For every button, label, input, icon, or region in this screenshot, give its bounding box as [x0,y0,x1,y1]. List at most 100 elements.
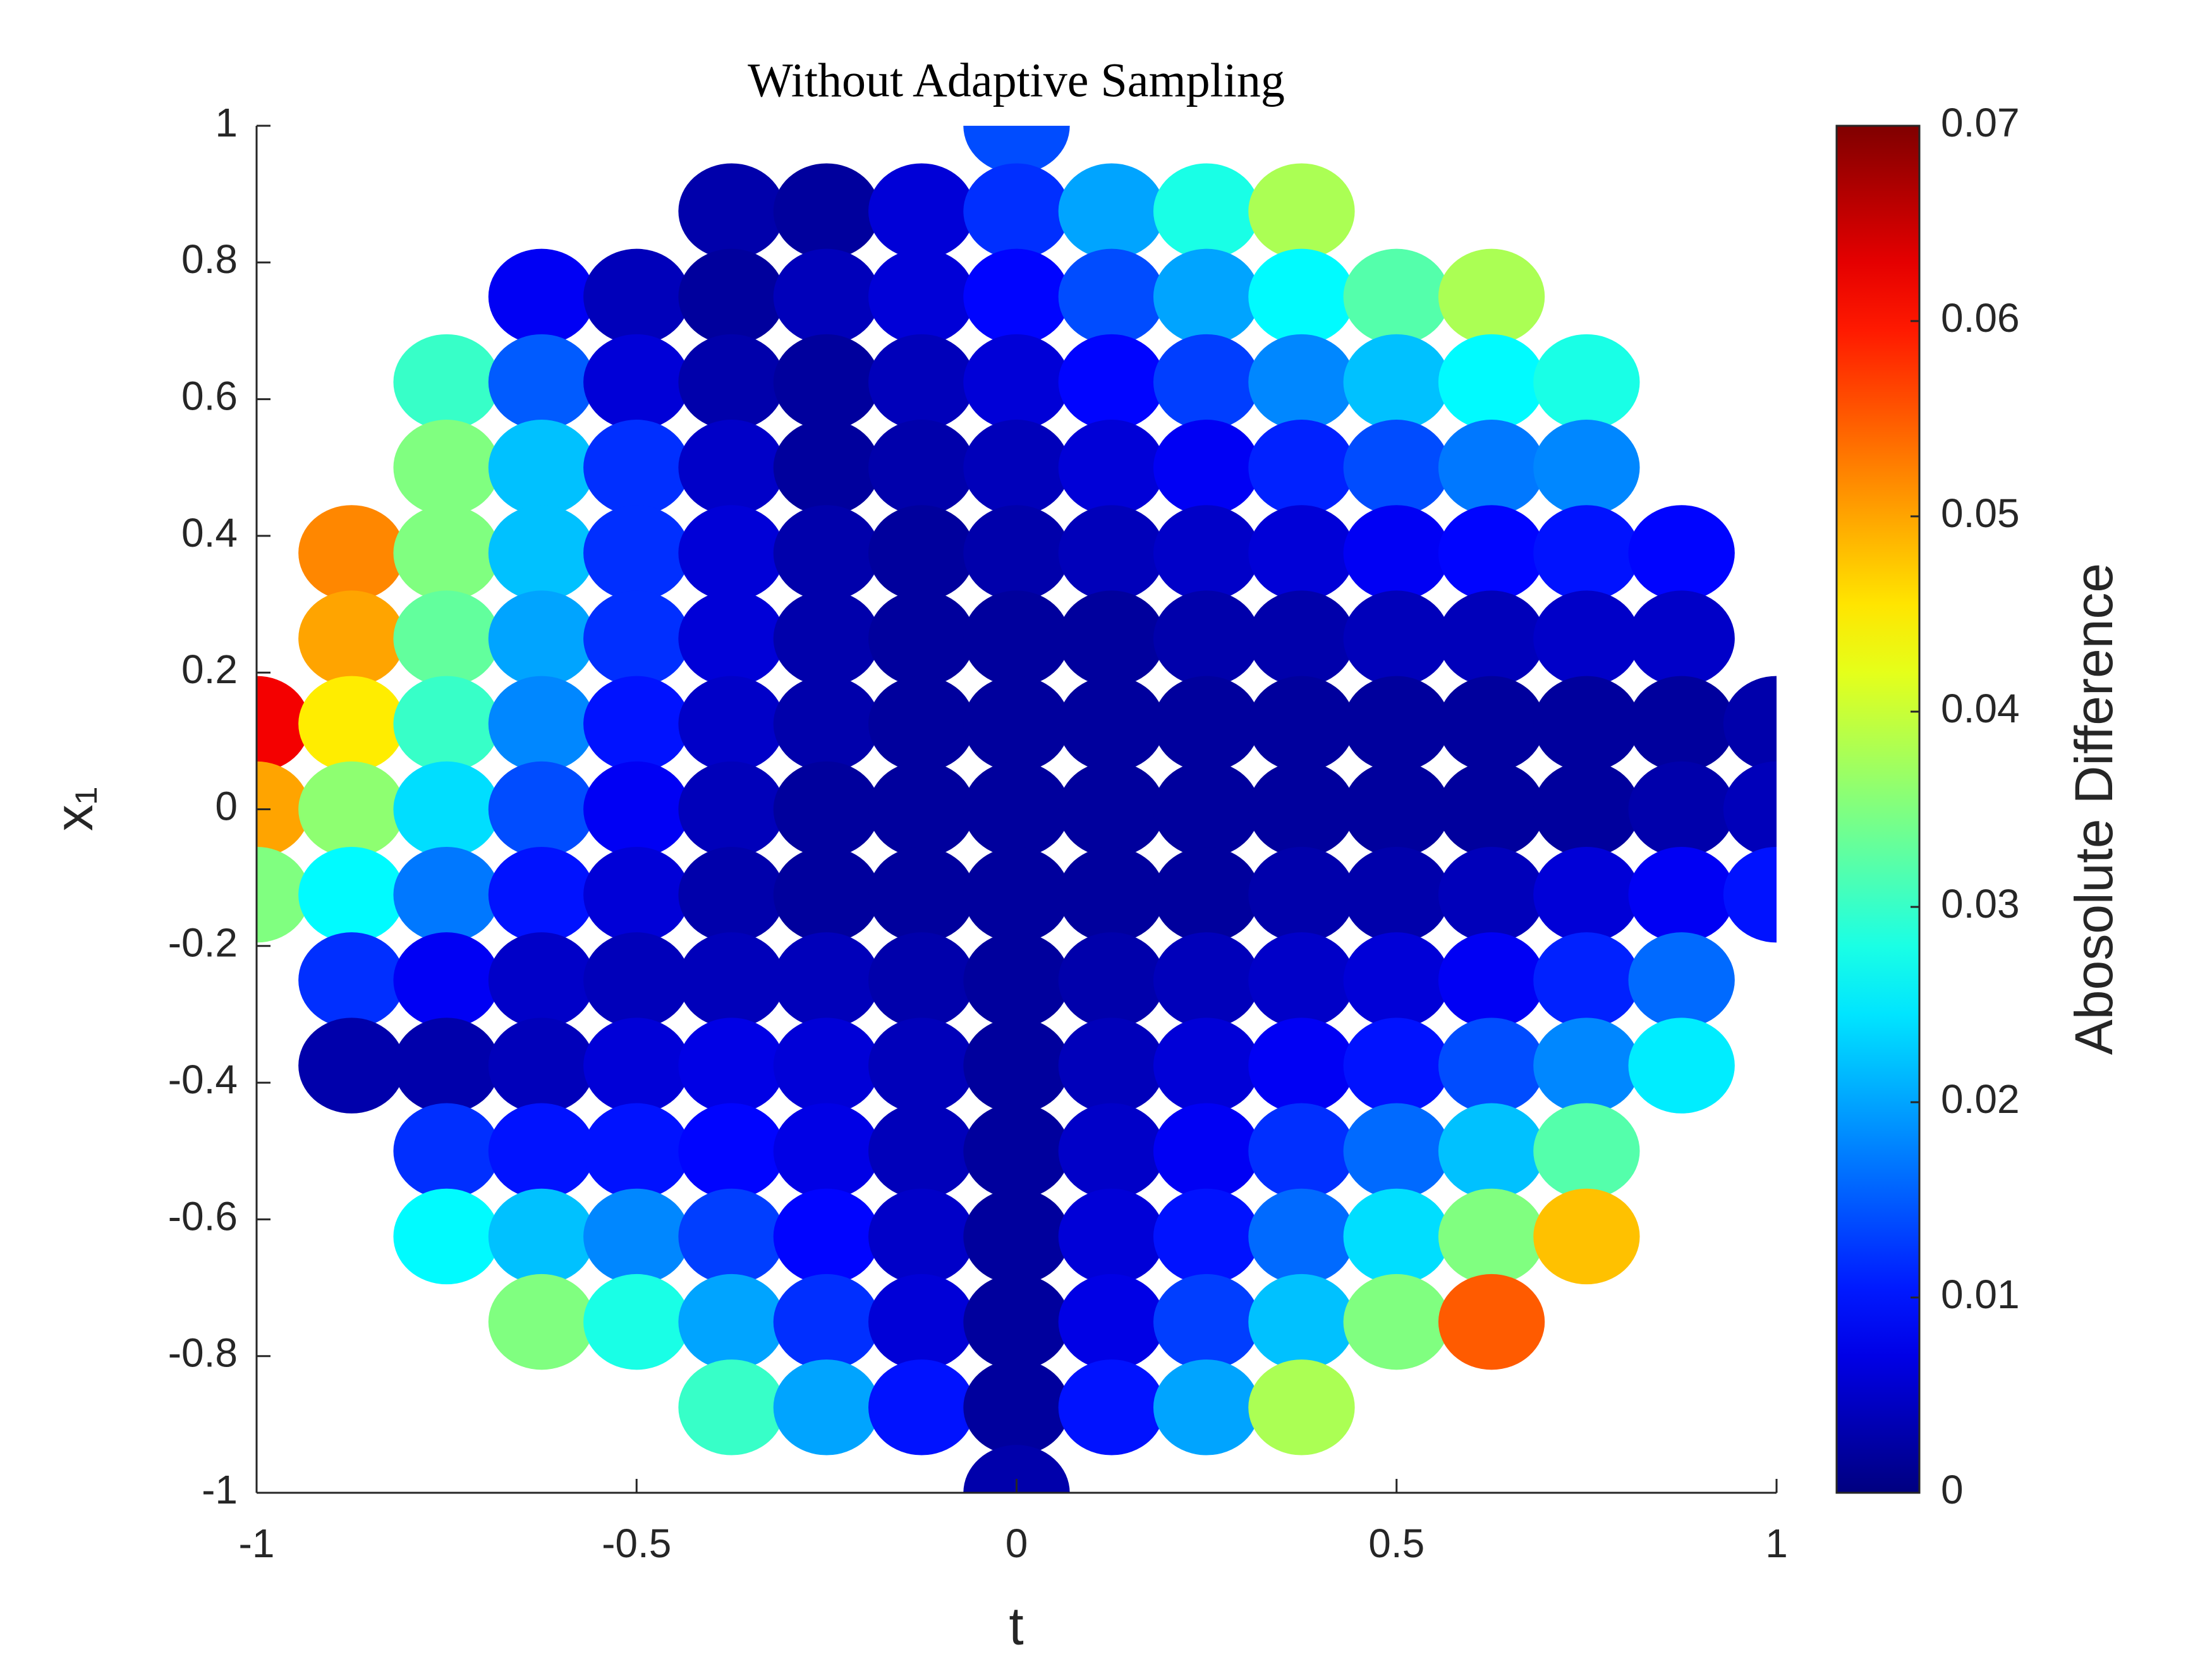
data-point [963,1445,1070,1493]
data-point [1153,676,1260,772]
data-point [1058,420,1165,516]
data-point [773,1188,880,1285]
data-point [963,1273,1070,1370]
colorbar-tick-label: 0 [1941,1467,1964,1512]
data-point [1438,1273,1545,1370]
data-point [488,505,595,601]
data-point [257,676,310,772]
colorbar-tick-label: 0.02 [1941,1076,2020,1122]
data-point [678,1018,785,1114]
point-layer [257,126,1777,1493]
data-point [773,932,880,1028]
data-point [583,505,690,601]
data-point [1248,1018,1355,1114]
data-point [1723,847,1777,943]
data-point [1248,846,1355,943]
y-tick-label: -0.6 [168,1193,238,1239]
data-point [257,761,310,858]
data-point [773,846,880,943]
data-point [1533,420,1640,516]
data-point [963,126,1070,174]
data-point [868,1273,975,1370]
data-point [583,761,690,858]
data-point [1533,590,1640,686]
data-point [678,248,785,345]
data-point [1533,1188,1640,1285]
data-point [393,932,500,1028]
data-point [963,1359,1070,1455]
data-point [298,505,405,601]
data-point [868,1103,975,1199]
data-point [1248,676,1355,772]
data-point [393,1018,500,1114]
colorbar-label: Abosolute Difference [2064,563,2124,1055]
data-point [868,932,975,1028]
data-point [583,590,690,686]
data-point [963,590,1070,686]
data-point [678,1188,785,1285]
data-point [678,1273,785,1370]
data-point [1533,846,1640,943]
data-point [773,1359,880,1455]
data-point [868,846,975,943]
data-point [1438,590,1545,686]
data-point [963,676,1070,772]
data-point [1153,248,1260,345]
data-point [1438,761,1545,858]
data-point [868,420,975,516]
data-point [1058,248,1165,345]
data-point [1628,846,1735,943]
data-point [1343,1273,1450,1370]
colorbar [1835,125,1921,1494]
data-point [868,590,975,686]
x-tick-label: 0.5 [1368,1521,1425,1566]
data-point [678,761,785,858]
data-point [1248,163,1355,259]
data-point [583,676,690,772]
data-point [773,676,880,772]
data-point [1153,1018,1260,1114]
data-point [488,676,595,772]
data-point [773,505,880,601]
data-point [298,932,405,1028]
data-point [1438,846,1545,943]
data-point [1438,248,1545,345]
data-point [678,505,785,601]
data-point [1058,163,1165,259]
data-point [1248,1188,1355,1285]
data-point [1058,932,1165,1028]
data-point [1153,1188,1260,1285]
data-point [488,761,595,858]
x-axis-label: t [1009,1596,1023,1656]
colorbar-tick-label: 0.03 [1941,881,2020,927]
y-tick-label: -1 [202,1467,238,1512]
x-tick-label: -0.5 [602,1521,671,1566]
data-point [1628,1018,1735,1114]
data-point [1533,334,1640,430]
data-point [678,676,785,772]
data-point [1438,420,1545,516]
data-point [1533,1103,1640,1199]
y-tick-label: 1 [215,100,238,145]
data-point [963,1018,1070,1114]
data-point [1343,248,1450,345]
data-point [583,1273,690,1370]
y-tick-label: 0.8 [181,236,238,282]
data-point [1248,1273,1355,1370]
data-point [488,334,595,430]
data-point [678,590,785,686]
data-point [1058,846,1165,943]
data-point [583,1188,690,1285]
data-point [1438,932,1545,1028]
data-point [1628,590,1735,686]
data-point [1438,676,1545,772]
y-tick-label: -0.2 [168,920,238,966]
data-point [1153,1359,1260,1455]
data-point [1723,676,1777,772]
data-point [393,420,500,516]
data-point [773,248,880,345]
data-point [1153,1273,1260,1370]
data-point [1058,761,1165,858]
data-point [1058,590,1165,686]
data-point [1248,505,1355,601]
